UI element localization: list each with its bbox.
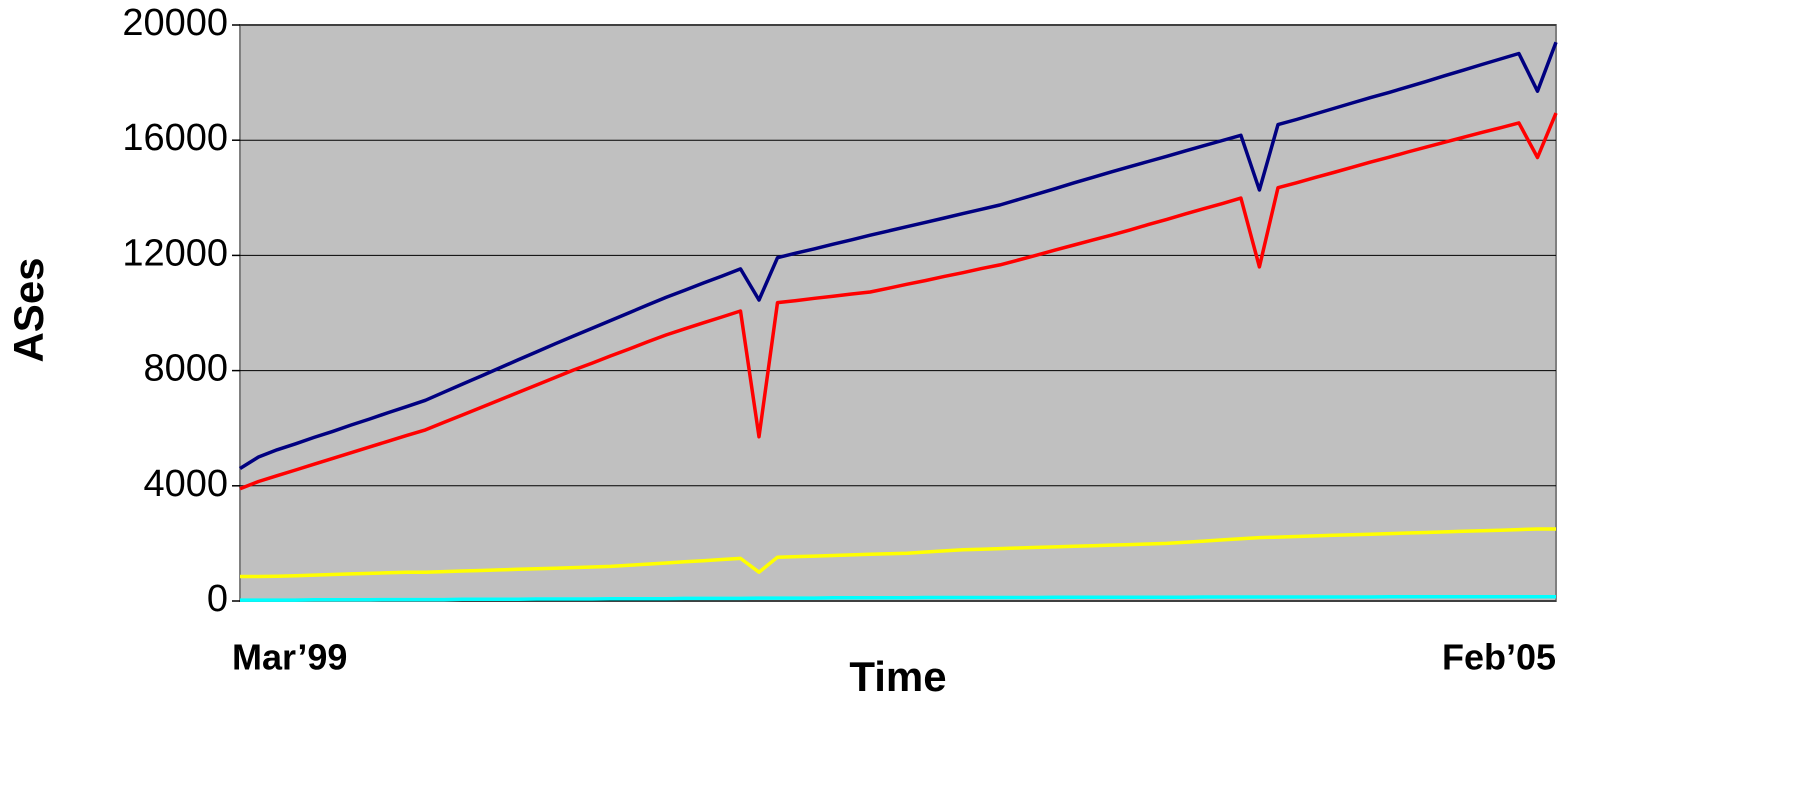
x-tick-label: Mar’99 <box>232 637 347 678</box>
series-line <box>240 527 1556 579</box>
x-tick-label: Feb’05 <box>1442 637 1556 678</box>
x-axis-title: Time <box>849 653 946 700</box>
series-line <box>239 41 1558 470</box>
y-tick-label: 4000 <box>143 463 228 505</box>
y-tick-label: 12000 <box>122 232 228 274</box>
y-tick-label: 0 <box>207 578 228 620</box>
plot-area <box>239 24 1557 602</box>
y-axis-title: ASes <box>5 257 52 362</box>
series-line <box>240 594 1556 602</box>
y-tick-label: 8000 <box>143 348 228 390</box>
series-line <box>239 112 1558 491</box>
y-tick-label: 16000 <box>122 117 228 159</box>
y-tick-label: 20000 <box>122 2 228 44</box>
